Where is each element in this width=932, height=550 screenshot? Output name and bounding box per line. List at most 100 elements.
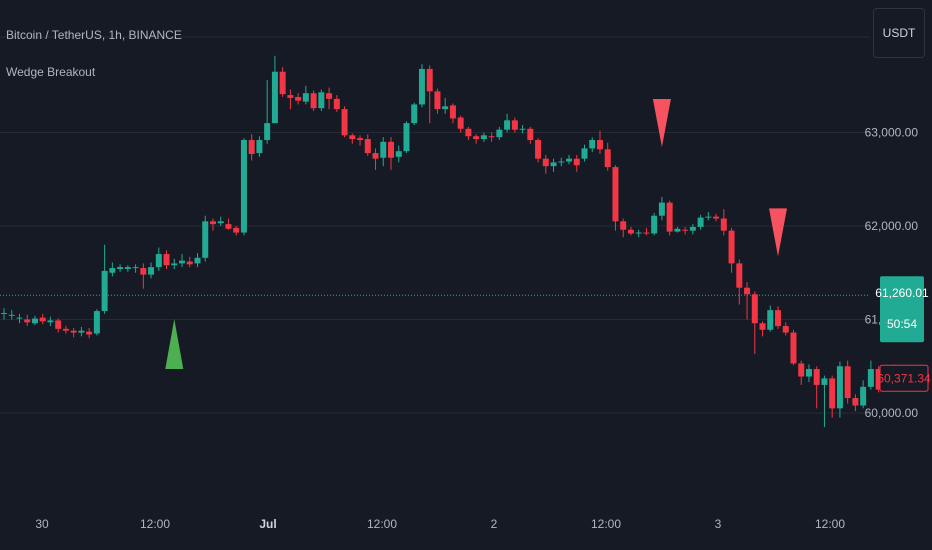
time-tick-label: 12:00 [140, 517, 170, 531]
candle-body [124, 267, 131, 270]
candle-body [1, 312, 7, 314]
candle-body [519, 128, 526, 130]
candle-body [651, 215, 658, 234]
candle-body [713, 216, 720, 219]
candle-body [542, 158, 549, 167]
candle-body [78, 330, 85, 333]
candle-body [418, 68, 425, 105]
candle-body [240, 139, 247, 233]
candle-body [527, 128, 534, 140]
candle-body [767, 310, 774, 330]
candle-body [682, 229, 689, 231]
candle-body [867, 369, 874, 387]
candle-body [465, 128, 472, 137]
time-tick-label: 2 [491, 517, 498, 531]
candle-body [666, 202, 673, 232]
candle-body [860, 386, 867, 406]
candle-body [604, 149, 611, 168]
candle-body [550, 162, 557, 167]
candle-body [349, 135, 356, 140]
candle-body [16, 317, 23, 319]
candle-body [155, 254, 162, 268]
candle-body [875, 369, 882, 390]
candle-body [697, 217, 704, 227]
candle-body [31, 318, 38, 324]
candle-body [194, 257, 201, 264]
symbol-title: Bitcoin / TetherUS, 1h, BINANCE [6, 28, 182, 42]
time-tick-label: 3 [715, 517, 722, 531]
candle-body [643, 232, 650, 234]
candle-body [790, 332, 797, 364]
time-tick-label: Jul [259, 517, 276, 531]
time-tick-label: 12:00 [367, 517, 397, 531]
candle-body [589, 139, 596, 149]
current-price-label: 61,260.01 [875, 286, 929, 300]
current-price-badge [880, 276, 924, 343]
candle-body [140, 268, 147, 275]
candle-body [581, 148, 588, 159]
candle-body [751, 294, 758, 324]
candle-body [658, 202, 665, 216]
candle-body [109, 268, 116, 273]
candle-body [411, 104, 418, 124]
candle-body [93, 311, 100, 334]
breakout-down-arrow [769, 208, 787, 257]
candle-body [442, 106, 449, 110]
currency-button[interactable]: USDT [873, 8, 925, 58]
candle-body [705, 216, 712, 218]
last-price-label: 60,371.34 [877, 371, 931, 385]
candle-body [225, 224, 232, 229]
candle-body [47, 320, 54, 323]
candle-body [612, 167, 619, 222]
candle-body [620, 221, 627, 230]
candle-body [736, 263, 743, 288]
candle-body [264, 123, 271, 140]
candle-body [163, 254, 170, 266]
time-tick-label: 30 [35, 517, 49, 531]
candle-body [558, 161, 565, 163]
candle-body [496, 129, 503, 138]
candle-body [209, 221, 216, 225]
candle-body [813, 369, 820, 385]
candle-body [728, 230, 735, 264]
candle-body [8, 314, 15, 316]
candle-body [326, 93, 333, 99]
candle-body [674, 228, 681, 232]
candle-body [511, 120, 518, 130]
time-tick-label: 12:00 [591, 517, 621, 531]
candle-body [233, 227, 240, 233]
candle-body [480, 135, 487, 140]
price-tick-label: 62,000.00 [865, 219, 919, 233]
candle-body [457, 117, 464, 129]
candle-body [689, 226, 696, 231]
indicator-label[interactable]: Wedge Breakout [6, 65, 96, 79]
last-price-badge [879, 364, 929, 392]
price-tick-label: 63,000.00 [865, 126, 919, 140]
candle-body [132, 267, 139, 269]
candle-body [720, 218, 727, 231]
candle-body [86, 331, 93, 335]
candle-body [829, 378, 836, 409]
candle-body [364, 139, 371, 154]
candle-body [318, 92, 325, 109]
breakout-up-arrow [165, 319, 184, 370]
candle-body [62, 328, 69, 331]
candle-body [836, 366, 843, 409]
candle-body [357, 138, 364, 140]
candle-body [844, 366, 851, 399]
candle-body [117, 267, 124, 270]
candle-body [217, 221, 224, 224]
candle-body [148, 267, 155, 275]
candle-body [248, 139, 255, 155]
candle-body [635, 232, 642, 234]
candle-body [403, 123, 410, 152]
candle-body [488, 136, 495, 138]
candle-body [852, 398, 859, 406]
candle-body [70, 330, 77, 333]
candle-body [596, 139, 603, 150]
candle-body [434, 91, 441, 110]
candle-body [333, 98, 340, 110]
candle-body [805, 369, 812, 377]
